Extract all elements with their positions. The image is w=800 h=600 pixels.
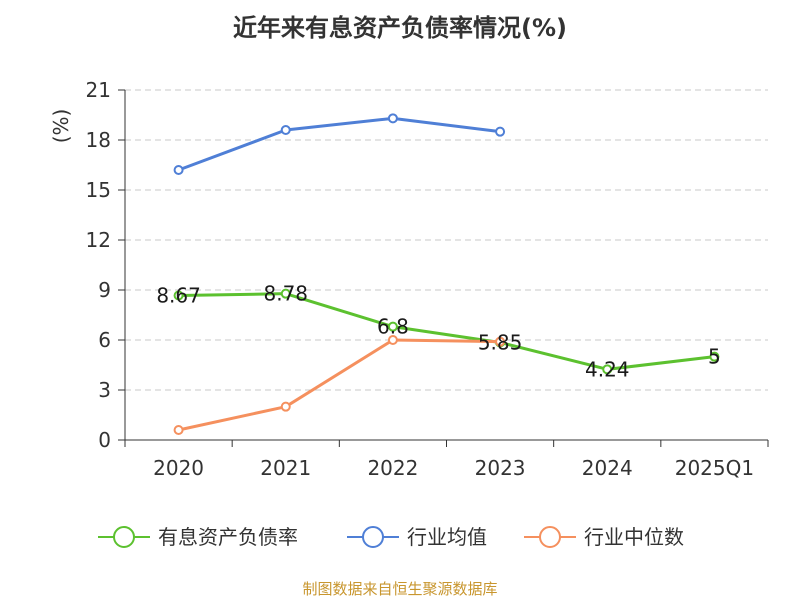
legend-label: 有息资产负债率 — [158, 525, 298, 549]
series-line — [178, 116, 501, 172]
axes: 0 3 6 9 12 15 18 21 2020 2021 2022 2023 2024 2025Q1 — [86, 78, 769, 480]
y-tick-label: 0 — [98, 428, 111, 452]
series-line — [178, 292, 715, 371]
series-line — [178, 338, 501, 432]
data-point — [280, 401, 291, 412]
legend-marker — [362, 526, 384, 548]
grid-lines — [125, 89, 768, 391]
data-point — [387, 113, 398, 124]
data-label: 5 — [708, 345, 721, 369]
data-point — [173, 290, 184, 301]
data-point — [173, 165, 184, 175]
x-tick-label: 2021 — [260, 456, 311, 480]
series-group — [173, 113, 720, 435]
x-tick-label: 2024 — [582, 456, 633, 480]
data-label: 6.8 — [377, 315, 409, 339]
y-tick-label: 21 — [86, 78, 111, 102]
y-tick-label: 12 — [86, 228, 111, 252]
y-tick-label: 15 — [86, 178, 111, 202]
legend-marker — [539, 526, 561, 548]
data-point — [495, 126, 506, 137]
chart-title: 近年来有息资产负债率情况(%) — [233, 14, 567, 42]
x-tick-label: 2023 — [475, 456, 526, 480]
legend-label: 行业均值 — [407, 525, 487, 549]
y-tick-label: 6 — [98, 328, 111, 352]
data-point — [173, 425, 184, 435]
data-point — [387, 335, 398, 345]
x-tick-label: 2022 — [367, 456, 418, 480]
data-point — [495, 336, 506, 347]
data-label: 4.24 — [585, 357, 630, 381]
y-axis-label: (%) — [49, 109, 73, 144]
data-point — [387, 321, 398, 332]
data-point — [280, 125, 291, 135]
data-label: 5.85 — [478, 331, 523, 355]
y-tick-label: 18 — [86, 128, 111, 152]
source-note: 制图数据来自恒生聚源数据库 — [302, 580, 498, 598]
data-point — [602, 364, 613, 375]
x-tick-label: 2020 — [153, 456, 204, 480]
x-tick-label: 2025Q1 — [675, 456, 754, 480]
data-label: 8.78 — [263, 282, 308, 306]
legend-marker — [113, 526, 135, 548]
data-labels: 8.67 8.78 6.8 5.85 4.24 5 — [156, 282, 720, 382]
legend-label: 行业中位数 — [584, 525, 684, 549]
data-label: 8.67 — [156, 284, 201, 308]
y-tick-label: 3 — [98, 378, 111, 402]
data-point — [709, 351, 720, 362]
y-tick-label: 9 — [98, 278, 111, 302]
legend: 有息资产负债率 行业均值 行业中位数 — [98, 525, 684, 549]
data-point — [280, 288, 291, 299]
